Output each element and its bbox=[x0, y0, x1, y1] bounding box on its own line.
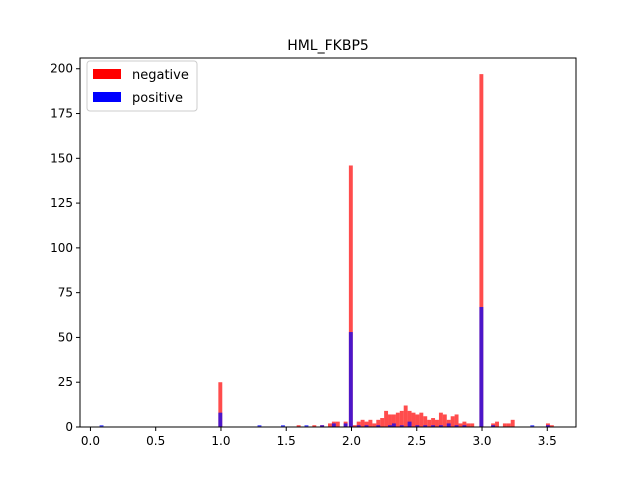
bar-positive bbox=[343, 423, 348, 427]
bar-negative bbox=[388, 414, 392, 427]
bar-negative bbox=[549, 425, 554, 427]
bar-negative bbox=[395, 412, 400, 427]
y-tick-label: 50 bbox=[58, 330, 73, 344]
bar-positive bbox=[415, 425, 420, 427]
bar-positive bbox=[454, 425, 459, 427]
bar-negative bbox=[446, 419, 451, 427]
bar-negative bbox=[462, 421, 467, 427]
bar-negative bbox=[438, 412, 443, 427]
y-tick-label: 200 bbox=[50, 62, 73, 76]
bar-positive bbox=[462, 425, 467, 427]
bar-negative bbox=[510, 419, 515, 427]
bar-negative bbox=[391, 414, 396, 427]
y-tick-label: 75 bbox=[58, 286, 73, 300]
x-tick-label: 2.5 bbox=[407, 434, 426, 448]
bar-positive bbox=[479, 306, 484, 427]
bar-negative bbox=[356, 421, 361, 427]
bar-positive bbox=[399, 425, 404, 427]
y-tick-label: 100 bbox=[50, 241, 73, 255]
bar-negative bbox=[506, 423, 511, 427]
axes-layer: 0.0 0.5 1.0 1.5 2.0 2.5 3.0 3.5 0 25 50 75 100 125 150… bbox=[50, 57, 577, 448]
bar-negative bbox=[368, 419, 373, 427]
bar-negative bbox=[352, 425, 357, 427]
bar-negative bbox=[470, 423, 475, 427]
bar-negative bbox=[335, 421, 340, 427]
bar-positive bbox=[446, 423, 451, 427]
bar-positive bbox=[407, 421, 412, 427]
y-tick-label: 0 bbox=[65, 420, 73, 434]
bar-negative bbox=[296, 425, 301, 427]
y-tick-label: 125 bbox=[50, 196, 73, 210]
legend-swatch-positive bbox=[93, 92, 121, 102]
plot-frame bbox=[79, 57, 577, 428]
bar-positive bbox=[218, 412, 223, 427]
legend: negative positive bbox=[86, 60, 198, 112]
bar-negative bbox=[415, 414, 420, 427]
bar-positive bbox=[356, 425, 361, 427]
bar-positive bbox=[348, 332, 353, 427]
chart-title: HML_FKBP5 bbox=[287, 38, 369, 54]
y-tick-label: 25 bbox=[58, 375, 73, 389]
bar-negative bbox=[423, 416, 428, 427]
bar-negative bbox=[454, 414, 459, 427]
x-tick-label: 3.0 bbox=[472, 434, 491, 448]
bar-negative bbox=[466, 423, 471, 427]
bar-positive bbox=[388, 425, 392, 427]
bar-positive bbox=[545, 425, 550, 427]
x-tick-label: 1.0 bbox=[211, 434, 230, 448]
bar-negative bbox=[384, 410, 389, 427]
bar-positive bbox=[376, 425, 381, 427]
bar-negative bbox=[502, 423, 507, 427]
bar-negative bbox=[458, 423, 463, 427]
bar-negative bbox=[427, 419, 432, 427]
bar-negative bbox=[495, 421, 499, 427]
bar-positive bbox=[320, 425, 325, 427]
bar-negative bbox=[419, 412, 424, 427]
legend-label-negative: negative bbox=[132, 68, 189, 83]
bar-negative bbox=[442, 414, 447, 427]
y-tick-label: 175 bbox=[50, 107, 73, 121]
x-tick-label: 0.0 bbox=[81, 434, 100, 448]
bar-negative bbox=[407, 410, 412, 427]
bar-positive bbox=[304, 425, 309, 427]
legend-label-positive: positive bbox=[132, 91, 183, 106]
x-tick-label: 0.5 bbox=[146, 434, 165, 448]
x-tick-label: 3.5 bbox=[538, 434, 557, 448]
bar-positive bbox=[431, 425, 436, 427]
x-tick-label: 1.5 bbox=[277, 434, 296, 448]
bar-negative bbox=[348, 165, 353, 428]
bar-negative bbox=[218, 382, 223, 427]
bar-negative bbox=[403, 405, 408, 427]
bar-negative bbox=[372, 423, 377, 427]
bar-negative bbox=[376, 419, 381, 427]
bar-negative bbox=[312, 425, 317, 427]
bar-negative bbox=[450, 416, 455, 427]
bars-layer bbox=[99, 74, 554, 428]
bar-positive bbox=[391, 423, 396, 427]
bar-negative bbox=[380, 418, 385, 427]
bar-positive bbox=[364, 425, 369, 427]
bar-positive bbox=[530, 425, 535, 427]
bar-negative bbox=[431, 418, 436, 427]
bar-negative bbox=[360, 419, 365, 427]
x-tick-label: 2.0 bbox=[342, 434, 361, 448]
bar-negative bbox=[328, 423, 332, 427]
y-tick-label: 150 bbox=[50, 151, 73, 165]
bar-negative bbox=[479, 74, 484, 428]
bar-positive bbox=[257, 425, 262, 427]
legend-swatch-negative bbox=[93, 69, 121, 79]
bar-negative bbox=[364, 421, 369, 427]
bar-positive bbox=[438, 425, 443, 427]
bar-negative bbox=[435, 419, 439, 427]
bar-positive bbox=[423, 425, 428, 427]
bar-positive bbox=[281, 425, 285, 427]
bar-positive bbox=[491, 425, 496, 427]
bar-positive bbox=[331, 423, 336, 427]
bar-negative bbox=[399, 410, 404, 427]
bar-positive bbox=[99, 425, 104, 427]
bar-negative bbox=[411, 412, 416, 427]
